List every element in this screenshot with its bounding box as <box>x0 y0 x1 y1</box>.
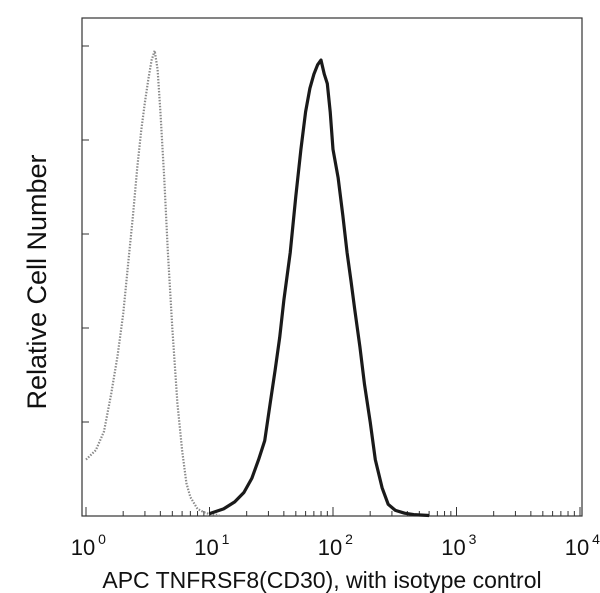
svg-text:10: 10 <box>71 535 95 560</box>
y-axis-ticks <box>82 45 89 423</box>
svg-text:4: 4 <box>592 531 600 547</box>
svg-text:10: 10 <box>441 535 465 560</box>
y-axis-label: Relative Cell Number <box>22 154 52 409</box>
x-tick-label: 10 1 <box>194 531 229 560</box>
series-layer <box>85 49 430 518</box>
svg-text:10: 10 <box>194 535 218 560</box>
svg-text:3: 3 <box>469 531 477 547</box>
x-axis-ticks <box>85 507 581 516</box>
x-axis-tick-labels: 10 0 10 1 10 2 10 3 10 4 <box>71 531 600 560</box>
x-tick-label: 10 2 <box>318 531 353 560</box>
svg-text:10: 10 <box>318 535 342 560</box>
plot-frame <box>81 17 583 517</box>
svg-text:2: 2 <box>345 531 353 547</box>
x-axis-label: APC TNFRSF8(CD30), with isotype control <box>102 567 541 593</box>
x-tick-label: 10 4 <box>565 531 600 560</box>
x-tick-label: 10 0 <box>71 531 106 560</box>
svg-text:10: 10 <box>565 535 589 560</box>
svg-text:0: 0 <box>98 531 106 547</box>
isotype-control-curve <box>85 49 220 517</box>
cd30-curve <box>208 58 430 518</box>
svg-text:1: 1 <box>222 531 230 547</box>
x-tick-label: 10 3 <box>441 531 476 560</box>
